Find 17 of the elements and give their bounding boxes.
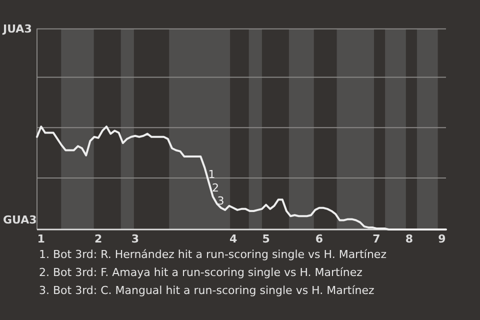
x-tick-label: 2 xyxy=(94,232,102,246)
x-tick-label: 3 xyxy=(131,232,139,246)
x-tick-label: 1 xyxy=(37,232,45,246)
text: 2. Bot 3rd: F. Amaya hit a run-scoring single vs H. Martínez xyxy=(39,266,363,279)
text: JUA3 xyxy=(2,22,32,36)
x-tick-label: 7 xyxy=(372,232,380,246)
annotation: 3 xyxy=(217,194,224,208)
text: 1. Bot 3rd: R. Hernández hit a run-scoring single vs H. Martínez xyxy=(39,248,387,261)
x-tick-label: 8 xyxy=(405,232,414,246)
annotation: 2 xyxy=(212,181,220,194)
text: GUA3 xyxy=(3,214,37,227)
x-tick-label: 6 xyxy=(315,232,324,246)
annotation: 1 xyxy=(208,168,216,181)
text: 3. Bot 3rd: C. Mangual hit a run-scoring single vs H. Martínez xyxy=(39,284,374,297)
x-tick-label: 5 xyxy=(262,232,270,246)
x-tick-label: 4 xyxy=(229,232,238,246)
x-tick-label: 9 xyxy=(438,232,446,246)
